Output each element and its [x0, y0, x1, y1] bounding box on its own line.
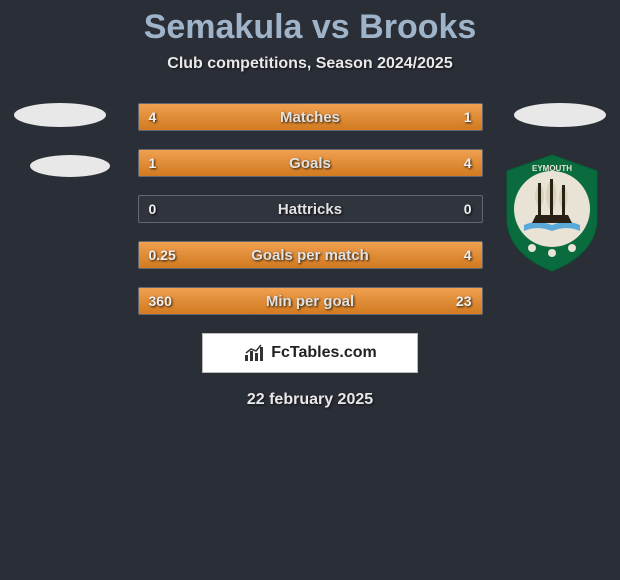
- bar-chart-icon: [243, 343, 267, 363]
- logo-text: FcTables.com: [271, 344, 377, 362]
- stat-value-left: 1: [149, 150, 157, 176]
- comparison-area: EYMOUTH 41Matches14Goals00Hattricks0.254…: [0, 103, 620, 409]
- placeholder-ellipse: [14, 103, 106, 127]
- stat-fill-left: [139, 288, 461, 314]
- stat-value-left: 0: [149, 196, 157, 222]
- date-line: 22 february 2025: [0, 391, 620, 409]
- stat-row: 41Matches: [138, 103, 483, 131]
- stat-row: 14Goals: [138, 149, 483, 177]
- stat-value-right: 4: [464, 242, 472, 268]
- stat-value-left: 0.25: [149, 242, 176, 268]
- stat-value-left: 4: [149, 104, 157, 130]
- crest-text: EYMOUTH: [532, 164, 572, 173]
- stat-row: 36023Min per goal: [138, 287, 483, 315]
- fctables-logo: FcTables.com: [202, 333, 418, 373]
- stat-bars: 41Matches14Goals00Hattricks0.254Goals pe…: [138, 103, 483, 315]
- placeholder-ellipse: [514, 103, 606, 127]
- placeholder-ellipse: [30, 155, 110, 177]
- stat-row: 0.254Goals per match: [138, 241, 483, 269]
- club-crest: EYMOUTH: [502, 153, 602, 273]
- stat-value-right: 23: [456, 288, 472, 314]
- stat-fill-right: [207, 150, 481, 176]
- stat-row: 0 0Hattricks: [138, 195, 483, 223]
- stat-value-right: 0: [464, 196, 472, 222]
- stat-fill-right: [159, 242, 481, 268]
- stat-value-left: 360: [149, 288, 172, 314]
- stat-value-right: 4: [464, 150, 472, 176]
- page-title: Semakula vs Brooks: [0, 0, 620, 47]
- stat-value-right: 1: [464, 104, 472, 130]
- stat-label: Hattricks: [139, 196, 482, 222]
- stat-fill-left: [139, 104, 413, 130]
- subtitle: Club competitions, Season 2024/2025: [0, 55, 620, 73]
